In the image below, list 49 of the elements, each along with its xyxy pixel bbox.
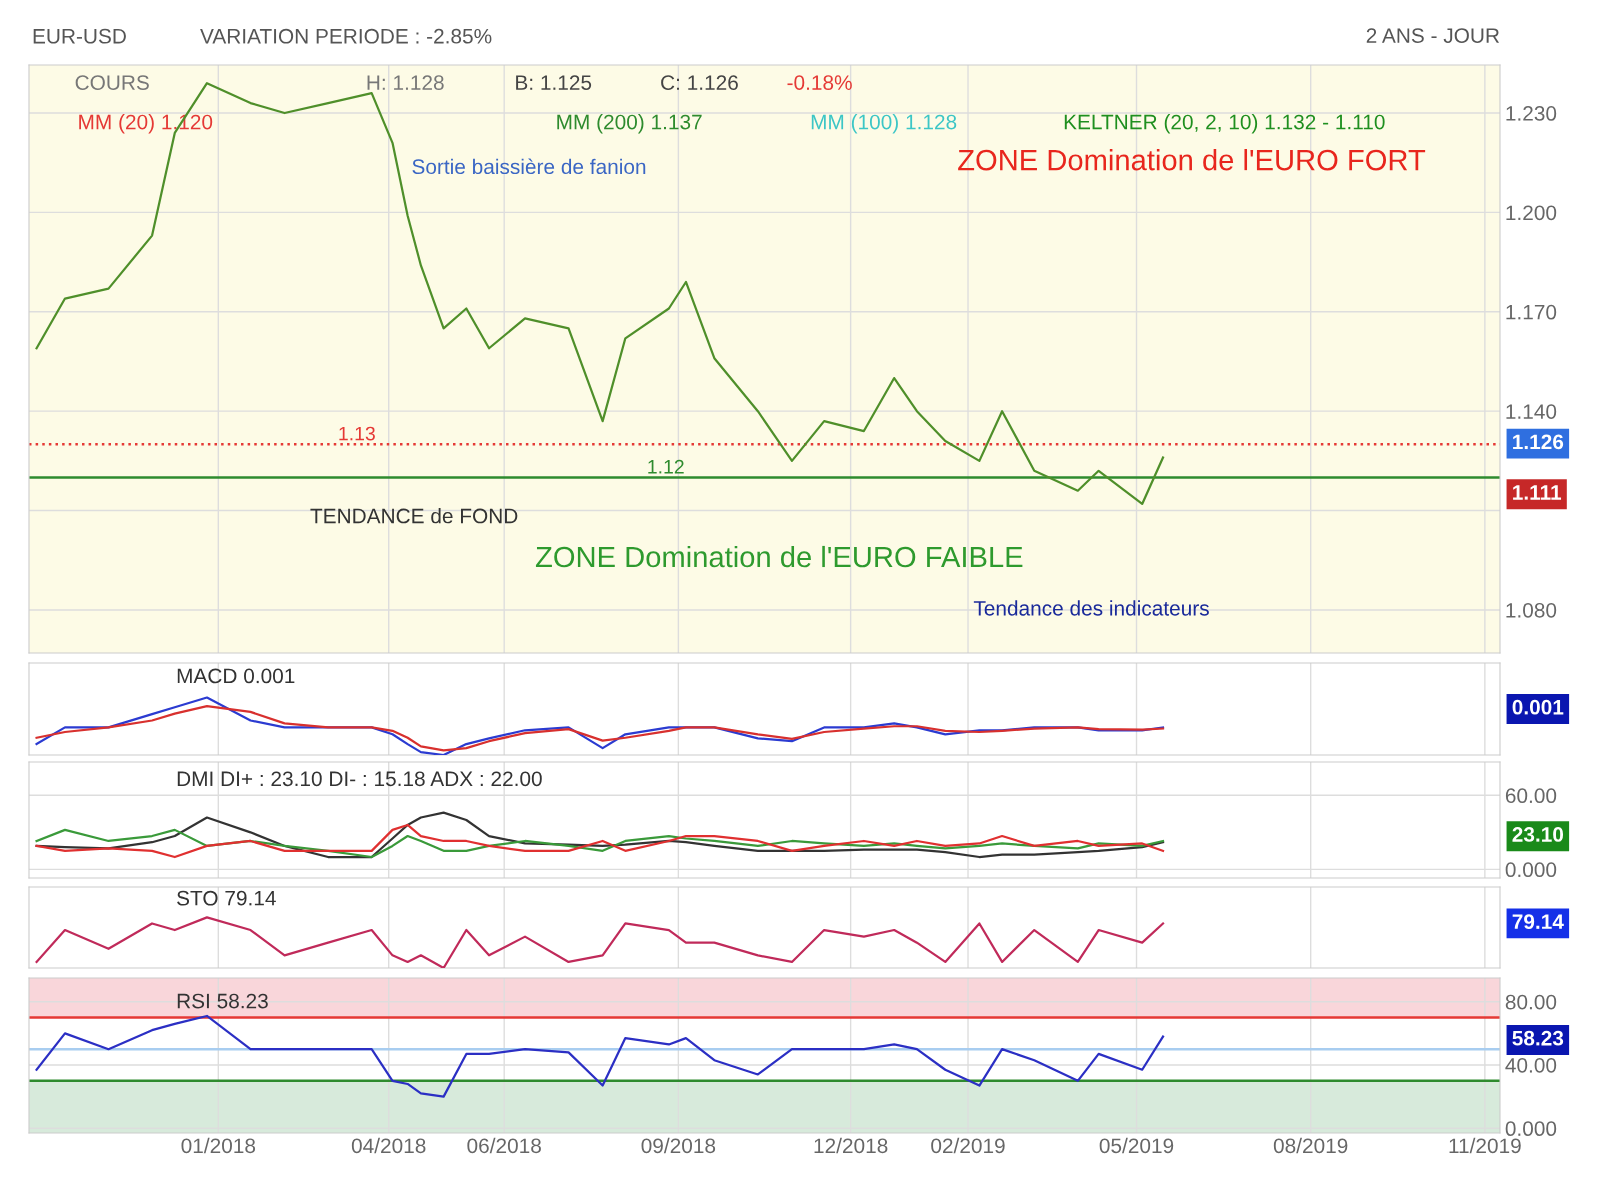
chart-title: DMI DI+ : 23.10 DI- : 15.18 ADX : 22.00 (177, 771, 542, 787)
text: 1.111 (1513, 485, 1562, 500)
y-tick-label: 60.00 (1505, 788, 1557, 804)
ref-line-label: 1.13 (339, 426, 375, 441)
x-tick-label: 11/2019 (1449, 1137, 1521, 1154)
chart-title: STO 79.14 (177, 890, 276, 906)
text: 58.23 (1512, 1030, 1564, 1046)
annotation: MM (200) 1.137 (557, 114, 702, 134)
text: 79.14 (1512, 914, 1564, 930)
annotation: B: 1.125 (516, 75, 592, 90)
x-tick-label: 08/2019 (1273, 1137, 1348, 1154)
x-tick-label: 05/2019 (1099, 1137, 1174, 1154)
y-tick-label: 1.080 (1506, 602, 1557, 618)
text: RSI 58.23 (177, 993, 268, 1009)
x-tick-label: 02/2019 (931, 1137, 1005, 1154)
y-tick-label: 40.00 (1505, 1057, 1557, 1073)
annotation: C: 1.126 (661, 75, 738, 90)
y-tick-label: 1.200 (1506, 205, 1557, 221)
x-tick-label: 01/2018 (181, 1137, 256, 1154)
chart-title: MACD 0.001 (177, 668, 295, 684)
text: 1.126 (1513, 434, 1564, 450)
text: 0.001 (1512, 699, 1564, 715)
y-tick-label: 1.230 (1506, 106, 1557, 121)
x-tick-label: 06/2018 (467, 1137, 541, 1154)
y-tick-label: 80.00 (1505, 994, 1557, 1010)
annotation: COURS (75, 75, 149, 90)
y-tick-label: 0.000 (1505, 862, 1557, 878)
annotation: Sortie baissière de fanion (412, 158, 646, 175)
annotation: ZONE Domination de l'EURO FORT (958, 149, 1426, 171)
annotation: H: 1.128 (367, 75, 444, 90)
x-tick-label: 04/2018 (351, 1137, 426, 1154)
ref-line-label: 1.12 (648, 459, 684, 474)
text: 2 ANS - JOUR (1366, 28, 1500, 43)
text: 23.10 (1512, 827, 1564, 842)
x-tick-label: 09/2018 (641, 1137, 716, 1154)
y-tick-label: 0.000 (1505, 1121, 1557, 1137)
y-tick-label: 1.140 (1506, 404, 1557, 419)
annotation: TENDANCE de FOND (310, 508, 518, 524)
annotation: KELTNER (20, 2, 10) 1.132 - 1.110 (1064, 114, 1385, 134)
annotation: -0.18% (787, 75, 852, 90)
chart-title: EUR-USD (33, 28, 126, 44)
annotation: MM (100) 1.128 (811, 114, 957, 134)
annotation: Tendance des indicateurs (973, 600, 1209, 616)
line-series (35, 811, 1165, 859)
line-series (35, 1014, 1165, 1098)
y-tick-label: 1.170 (1506, 304, 1557, 320)
x-tick-label: 12/2018 (814, 1137, 888, 1154)
annotation: ZONE Domination de l'EURO FAIBLE (535, 545, 1023, 568)
chart-subtitle: VARIATION PERIODE : -2.85% (200, 28, 492, 44)
